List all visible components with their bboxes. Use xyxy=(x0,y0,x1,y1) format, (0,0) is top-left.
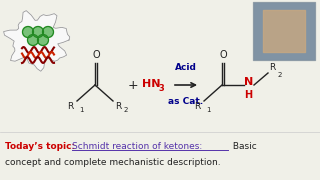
Text: R: R xyxy=(194,102,200,111)
Text: Schmidt reaction of ketones:: Schmidt reaction of ketones: xyxy=(72,142,202,151)
Text: R: R xyxy=(115,102,121,111)
Circle shape xyxy=(22,26,34,37)
Circle shape xyxy=(43,26,53,37)
Text: H: H xyxy=(244,90,252,100)
Text: 1: 1 xyxy=(206,107,211,113)
Text: O: O xyxy=(219,50,227,60)
Text: R: R xyxy=(269,63,275,72)
Text: Basic: Basic xyxy=(230,142,257,151)
Circle shape xyxy=(33,26,44,37)
Text: 2: 2 xyxy=(124,107,128,113)
Text: R: R xyxy=(67,102,73,111)
Text: as Cat.: as Cat. xyxy=(168,97,204,106)
Circle shape xyxy=(37,35,49,46)
Text: Acid: Acid xyxy=(175,63,197,72)
Text: HN: HN xyxy=(142,79,161,89)
Text: 2: 2 xyxy=(278,72,282,78)
Text: concept and complete mechanistic description.: concept and complete mechanistic descrip… xyxy=(5,158,220,167)
FancyBboxPatch shape xyxy=(253,2,315,60)
Text: 3: 3 xyxy=(158,84,164,93)
Text: O: O xyxy=(92,50,100,60)
Text: +: + xyxy=(128,78,138,91)
Polygon shape xyxy=(4,11,70,71)
Text: Today’s topic:: Today’s topic: xyxy=(5,142,78,151)
Circle shape xyxy=(28,35,38,46)
Text: N: N xyxy=(244,77,253,87)
Text: 1: 1 xyxy=(79,107,84,113)
